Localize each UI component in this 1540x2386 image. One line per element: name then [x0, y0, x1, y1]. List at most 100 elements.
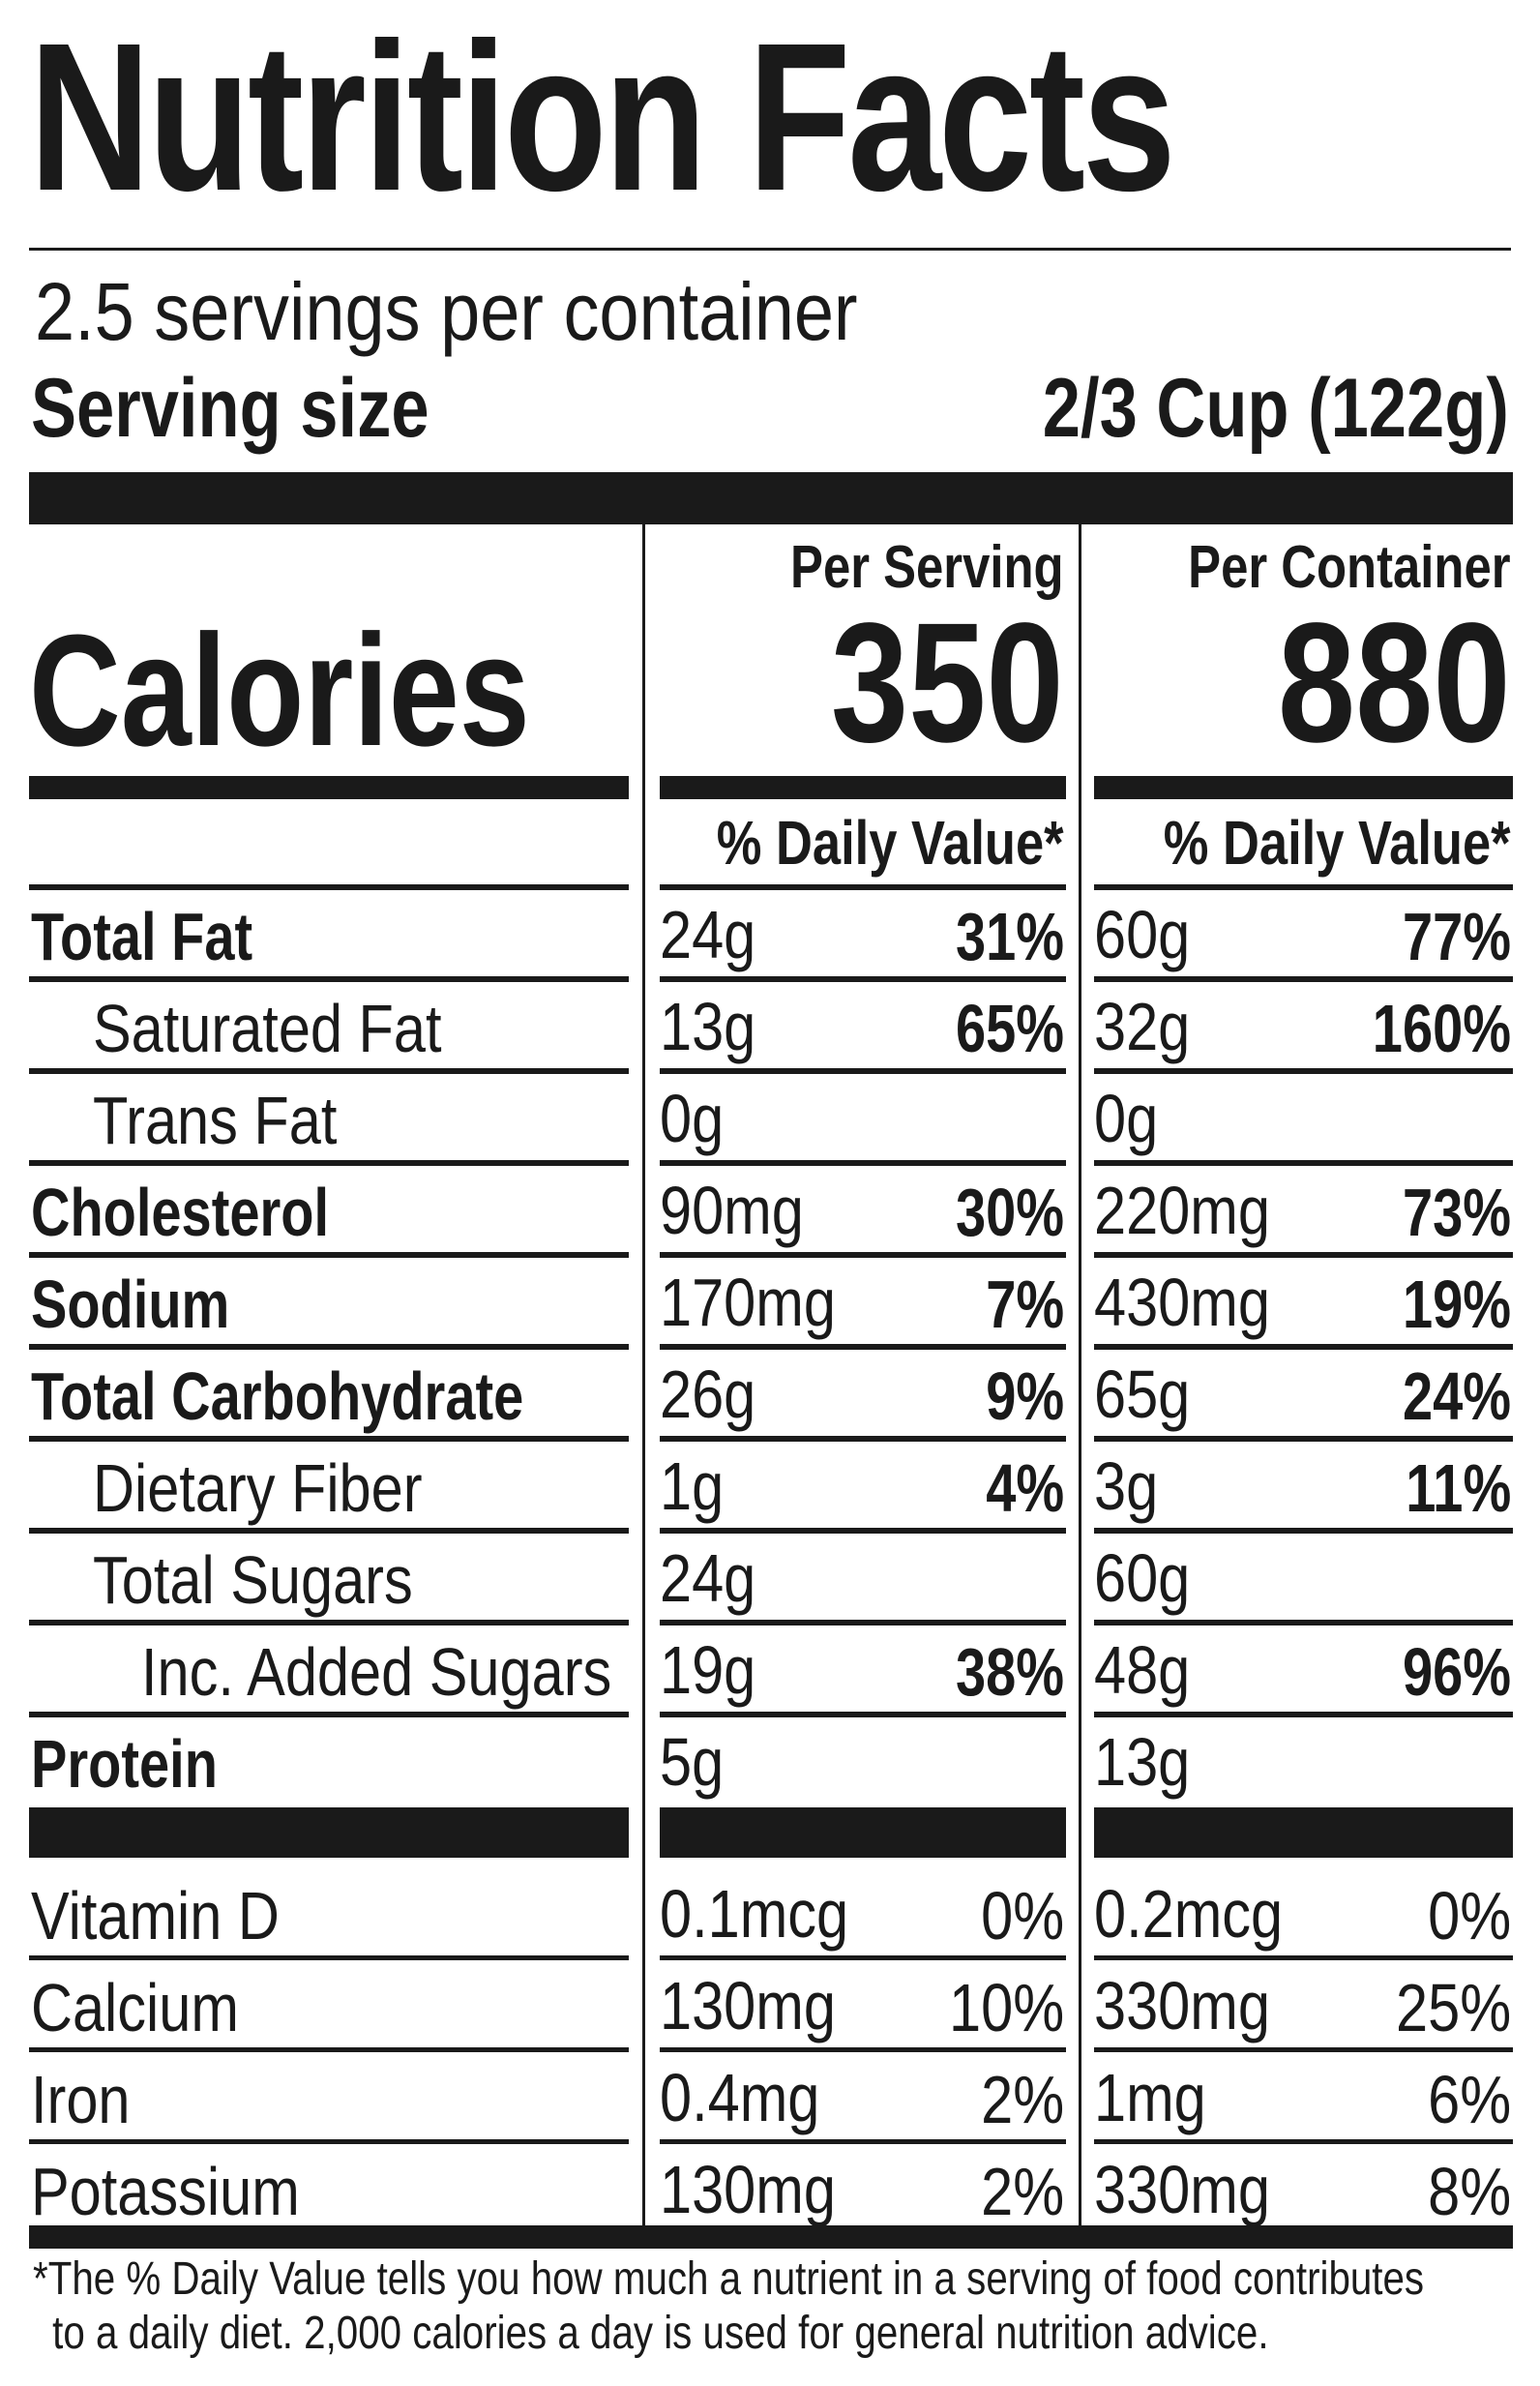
calories-per-serving: 350 [831, 588, 1064, 778]
nutrient-row: Total Sugars 24g 60g [0, 1528, 1540, 1618]
nutrient-row-rule [660, 1344, 1066, 1350]
nutrient-row-rule [1094, 1344, 1513, 1350]
nutrient-row-rule [660, 884, 1066, 890]
vitamin-serving-daily-value: 10% [948, 1970, 1064, 2045]
servings-per-container: 2.5 servings per container [35, 266, 858, 357]
nutrient-serving-daily-value: 65% [955, 991, 1064, 1066]
vitamin-container-daily-value: 0% [1428, 1878, 1511, 1954]
vitamin-row-rule [660, 2047, 1066, 2052]
nutrient-row-rule [660, 1068, 1066, 1074]
nutrient-serving-amount: 1g [660, 1448, 725, 1524]
nutrient-row: Total Fat 24g 31% 60g 77% [0, 884, 1540, 974]
nutrient-container-amount: 0g [1094, 1081, 1159, 1156]
daily-value-header-container: % Daily Value* [1164, 808, 1511, 878]
vitamin-serving-amount: 130mg [660, 1968, 836, 2043]
nutrient-serving-daily-value: 9% [986, 1358, 1064, 1434]
nutrient-container-amount: 32g [1094, 989, 1191, 1064]
nutrient-row: Sodium 170mg 7% 430mg 19% [0, 1252, 1540, 1342]
vitamin-serving-daily-value: 2% [981, 2154, 1064, 2229]
nutrient-row: Protein 5g 13g [0, 1712, 1540, 1802]
footnote-line-2: to a daily diet. 2,000 calories a day is… [52, 2308, 1269, 2359]
vitamins-divider-container [1094, 1807, 1513, 1858]
vitamin-row-rule [660, 2139, 1066, 2144]
vitamin-row-rule [1094, 1955, 1513, 1960]
calories-label: Calories [29, 602, 530, 779]
column-separator-2 [1079, 524, 1081, 2225]
vitamin-serving-daily-value: 0% [981, 1878, 1064, 1954]
nutrient-label: Total Fat [31, 899, 253, 974]
nutrient-container-amount: 430mg [1094, 1265, 1270, 1340]
vitamin-row: Calcium 130mg 10% 330mg 25% [0, 1955, 1540, 2045]
nutrient-row: Inc. Added Sugars 19g 38% 48g 96% [0, 1620, 1540, 1710]
per-container-header: Per Container [1188, 534, 1511, 601]
nutrient-row-rule [29, 1528, 629, 1534]
nutrient-container-daily-value: 24% [1402, 1358, 1511, 1434]
nutrient-serving-daily-value: 4% [986, 1450, 1064, 1526]
nutrient-container-daily-value: 11% [1406, 1450, 1511, 1526]
nutrient-container-amount: 48g [1094, 1632, 1191, 1708]
vitamin-label: Vitamin D [31, 1878, 280, 1954]
nutrient-row-rule [660, 976, 1066, 982]
vitamins-divider-label [29, 1807, 629, 1858]
nutrient-row-rule [29, 1160, 629, 1166]
nutrient-label: Total Sugars [93, 1542, 413, 1618]
nutrient-container-amount: 13g [1094, 1724, 1191, 1800]
vitamin-container-amount: 0.2mcg [1094, 1876, 1284, 1952]
nutrient-row-rule [29, 1620, 629, 1625]
serving-size-label: Serving size [31, 362, 429, 455]
nutrient-row: Saturated Fat 13g 65% 32g 160% [0, 976, 1540, 1066]
per-serving-header: Per Serving [790, 534, 1064, 601]
nutrient-container-amount: 3g [1094, 1448, 1159, 1524]
nutrient-label: Saturated Fat [93, 991, 442, 1066]
vitamin-row-rule [29, 2139, 629, 2144]
vitamin-label: Calcium [31, 1970, 239, 2045]
vitamin-container-amount: 1mg [1094, 2060, 1206, 2135]
calories-divider-serving [660, 776, 1066, 799]
nutrient-row-rule [660, 1252, 1066, 1258]
nutrient-serving-amount: 170mg [660, 1265, 836, 1340]
nutrient-serving-daily-value: 38% [955, 1634, 1064, 1710]
vitamin-container-daily-value: 8% [1428, 2154, 1511, 2229]
nutrient-row-rule [660, 1160, 1066, 1166]
vitamin-row-rule [1094, 2047, 1513, 2052]
nutrient-row-rule [1094, 1528, 1513, 1534]
nutrient-serving-amount: 5g [660, 1724, 725, 1800]
footer-divider [29, 2225, 1513, 2249]
nutrient-serving-amount: 24g [660, 1540, 756, 1616]
nutrient-row: Trans Fat 0g 0g [0, 1068, 1540, 1158]
calories-divider-container [1094, 776, 1513, 799]
thick-divider-top [29, 472, 1513, 524]
vitamin-row-rule [29, 1955, 629, 1960]
vitamin-serving-amount: 0.1mcg [660, 1876, 849, 1952]
nutrient-container-daily-value: 73% [1402, 1175, 1511, 1250]
vitamin-label: Potassium [31, 2154, 300, 2229]
nutrient-serving-daily-value: 7% [986, 1267, 1064, 1342]
nutrient-serving-amount: 0g [660, 1081, 725, 1156]
vitamin-row: Iron 0.4mg 2% 1mg 6% [0, 2047, 1540, 2137]
vitamin-serving-amount: 130mg [660, 2152, 836, 2227]
vitamin-row-rule [660, 1955, 1066, 1960]
nutrient-row: Dietary Fiber 1g 4% 3g 11% [0, 1436, 1540, 1526]
daily-value-footnote: *The % Daily Value tells you how much a … [33, 2252, 1424, 2361]
nutrient-row-rule [29, 1344, 629, 1350]
nutrient-container-daily-value: 96% [1402, 1634, 1511, 1710]
footnote-line-1: *The % Daily Value tells you how much a … [33, 2253, 1425, 2305]
nutrient-row-rule [29, 976, 629, 982]
nutrient-serving-amount: 24g [660, 897, 756, 972]
serving-size-value: 2/3 Cup (122g) [1042, 362, 1509, 455]
nutrient-row-rule [29, 1712, 629, 1717]
nutrient-label: Protein [31, 1726, 218, 1802]
nutrient-row-rule [1094, 976, 1513, 982]
daily-value-header-serving: % Daily Value* [717, 808, 1064, 878]
nutrient-row: Total Carbohydrate 26g 9% 65g 24% [0, 1344, 1540, 1434]
nutrient-label: Sodium [31, 1267, 230, 1342]
vitamin-container-daily-value: 25% [1395, 1970, 1511, 2045]
nutrient-row-rule [29, 1068, 629, 1074]
nutrient-label: Total Carbohydrate [31, 1358, 524, 1434]
nutrient-row-rule [1094, 1160, 1513, 1166]
nutrient-label: Dietary Fiber [93, 1450, 423, 1526]
vitamin-row-rule [1094, 2139, 1513, 2144]
nutrient-label: Trans Fat [93, 1083, 338, 1158]
column-separator-1 [642, 524, 645, 2225]
